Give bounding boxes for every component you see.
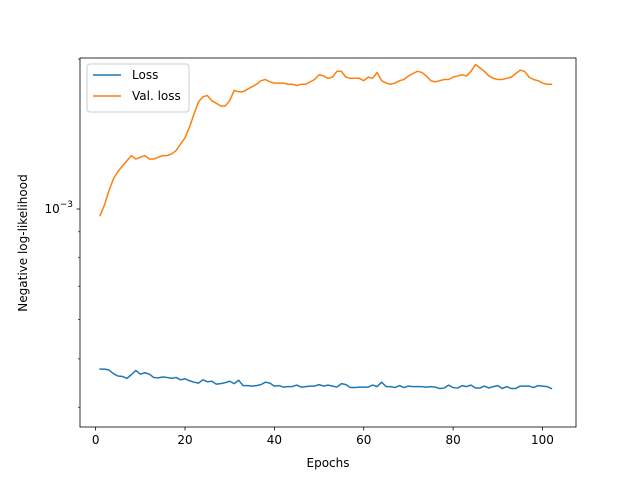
series-line-loss	[99, 368, 553, 390]
legend-label: Val. loss	[132, 89, 181, 103]
x-tick-label: 60	[356, 433, 371, 447]
series-layer	[99, 63, 553, 390]
x-tick-label: 0	[92, 433, 100, 447]
x-tick-label: 40	[267, 433, 282, 447]
axes-layer: 0 20 40 60 80 100 10−3	[44, 57, 577, 447]
y-axis-label: Negative log-likelihood	[16, 174, 30, 311]
x-tick-label: 100	[531, 433, 554, 447]
y-tick-label: 10−3	[44, 200, 73, 216]
legend-box	[86, 63, 190, 113]
x-axis-label: Epochs	[307, 456, 350, 470]
axes-frame	[79, 57, 577, 428]
x-tick-label: 80	[445, 433, 460, 447]
x-tick-label: 20	[177, 433, 192, 447]
legend-label: Loss	[132, 68, 158, 82]
series-line-val-loss	[99, 63, 553, 217]
legend: Loss Val. loss	[86, 63, 190, 113]
